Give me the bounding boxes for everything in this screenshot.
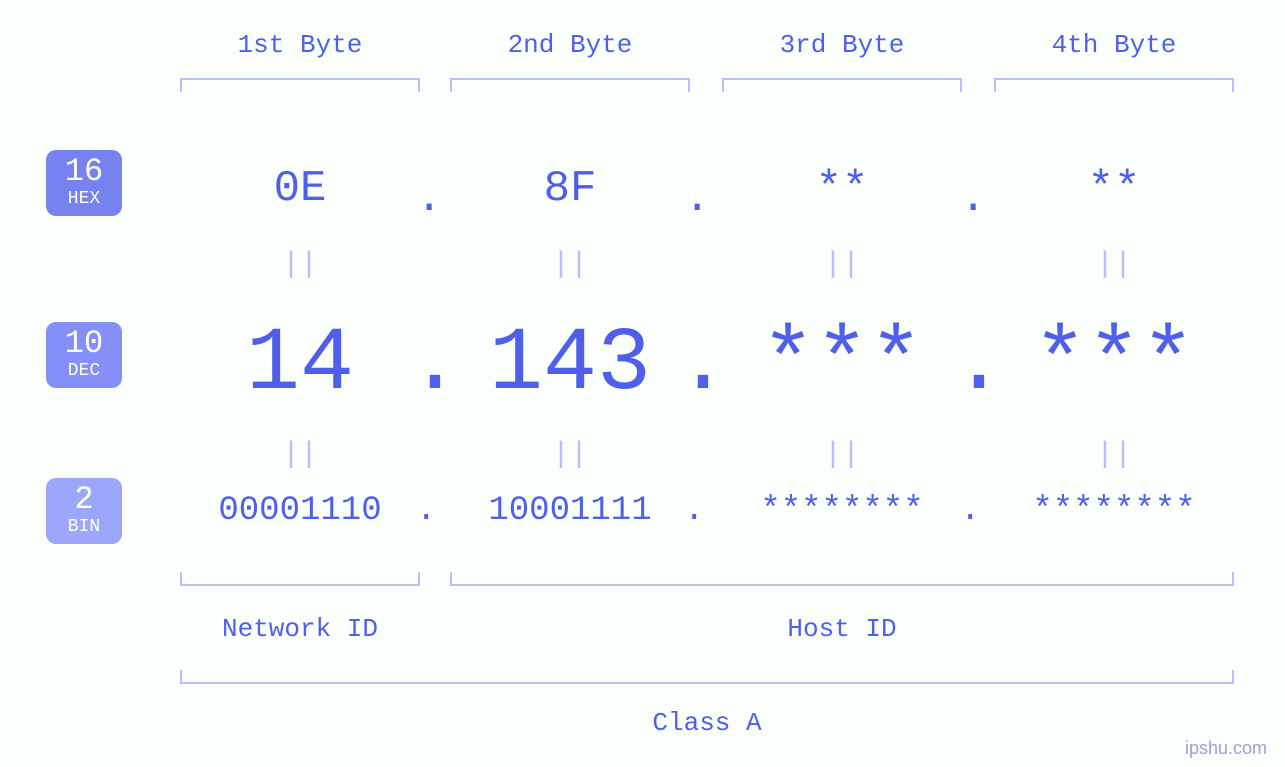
dec-byte-2: 143 [440,314,700,416]
class-bracket [180,670,1234,684]
class-label: Class A [587,708,827,738]
eq-hex-dec-4: || [1094,248,1134,282]
bin-byte-3: ******** [712,492,972,530]
watermark: ipshu.com [1185,738,1267,759]
hex-byte-2: 8F [440,164,700,214]
bin-byte-1: 00001110 [170,492,430,530]
hex-byte-1: 0E [170,164,430,214]
hex-byte-3: ** [712,164,972,214]
eq-dec-bin-1: || [280,438,320,472]
dec-dot-1: . [408,314,462,416]
top-bracket-2 [450,78,690,92]
dec-byte-4: *** [984,314,1244,416]
badge-hex-label: HEX [46,190,122,208]
host-bracket [450,572,1234,586]
byte-header-1: 1st Byte [170,30,430,60]
bin-dot-1: . [416,492,436,530]
eq-dec-bin-4: || [1094,438,1134,472]
byte-header-4: 4th Byte [984,30,1244,60]
byte-header-2: 2nd Byte [440,30,700,60]
badge-bin: 2 BIN [46,478,122,544]
host-label: Host ID [722,614,962,644]
dec-byte-1: 14 [170,314,430,416]
hex-dot-3: . [960,174,986,224]
dec-byte-3: *** [712,314,972,416]
bin-dot-3: . [960,492,980,530]
badge-dec-num: 10 [46,328,122,360]
network-label: Network ID [180,614,420,644]
network-bracket [180,572,420,586]
top-bracket-4 [994,78,1234,92]
hex-byte-4: ** [984,164,1244,214]
hex-dot-2: . [684,174,710,224]
badge-dec-label: DEC [46,362,122,380]
badge-dec: 10 DEC [46,322,122,388]
byte-header-3: 3rd Byte [712,30,972,60]
top-bracket-1 [180,78,420,92]
badge-hex: 16 HEX [46,150,122,216]
badge-hex-num: 16 [46,156,122,188]
eq-hex-dec-1: || [280,248,320,282]
dec-dot-2: . [676,314,730,416]
badge-bin-label: BIN [46,518,122,536]
bin-byte-4: ******** [984,492,1244,530]
eq-hex-dec-2: || [550,248,590,282]
bin-dot-2: . [684,492,704,530]
dec-dot-3: . [952,314,1006,416]
eq-dec-bin-2: || [550,438,590,472]
hex-dot-1: . [416,174,442,224]
badge-bin-num: 2 [46,484,122,516]
top-bracket-3 [722,78,962,92]
bin-byte-2: 10001111 [440,492,700,530]
eq-hex-dec-3: || [822,248,862,282]
eq-dec-bin-3: || [822,438,862,472]
